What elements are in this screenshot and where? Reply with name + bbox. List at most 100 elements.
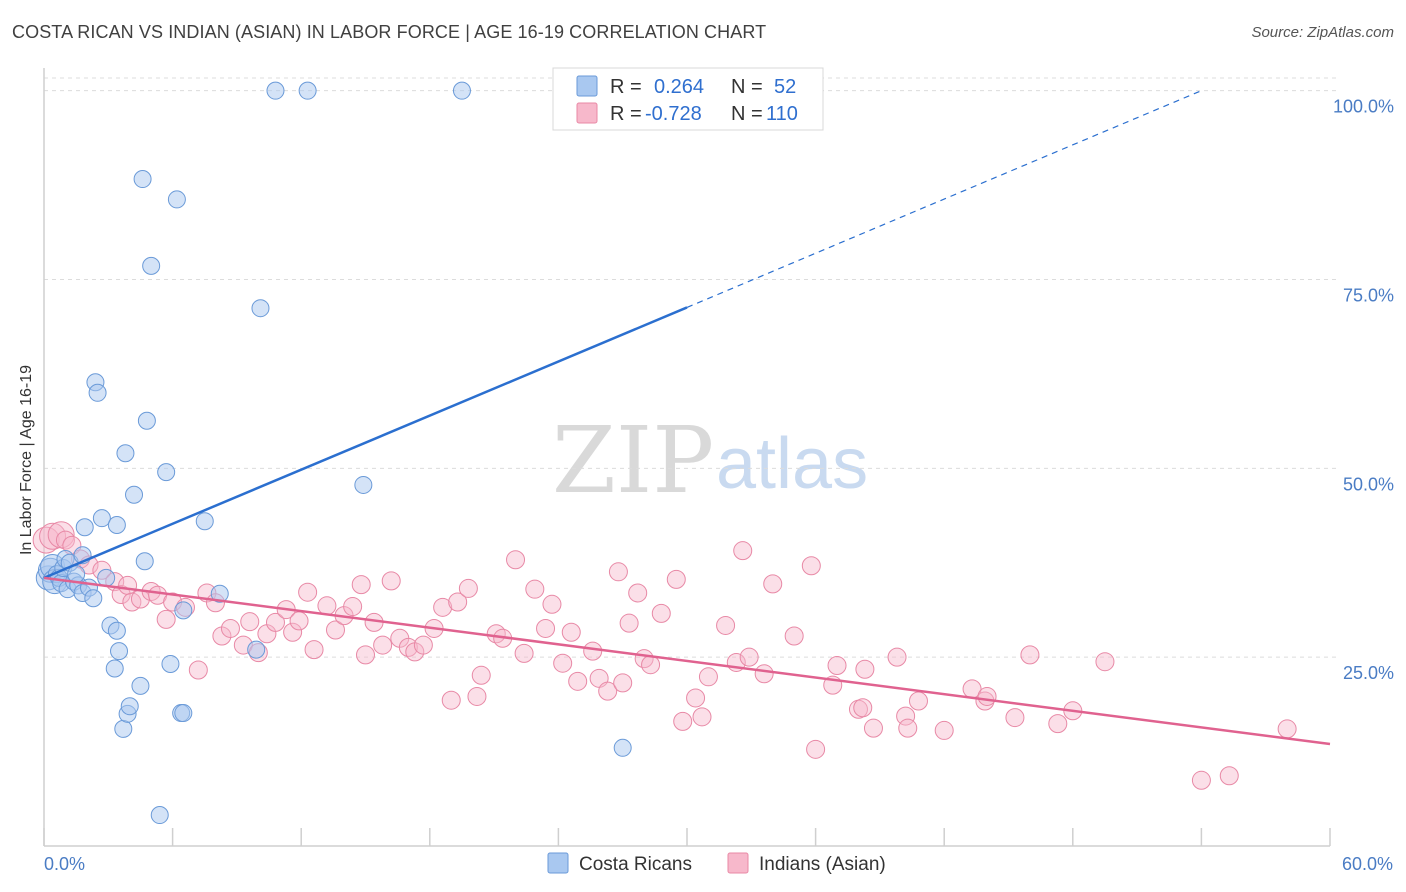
indian-point — [458, 578, 478, 598]
indian-point — [542, 594, 562, 614]
y-tick-label: 75.0% — [1343, 285, 1394, 305]
costa-point — [157, 463, 176, 482]
indian-point — [1219, 766, 1239, 786]
legend-n-value: 52 — [774, 76, 796, 98]
costa-point — [92, 509, 111, 528]
costa-point — [174, 601, 193, 620]
indian-point — [240, 612, 260, 632]
costa-point — [125, 485, 144, 504]
indian-point — [265, 612, 285, 632]
indian-point — [343, 597, 363, 617]
indian-point — [413, 635, 433, 655]
costa-point — [354, 475, 373, 494]
costa-point — [107, 515, 126, 534]
costa-point — [110, 642, 129, 661]
indian-point — [325, 620, 345, 640]
costa-point — [120, 697, 139, 716]
indian-point — [1277, 719, 1297, 739]
tick-labels: 25.0% 50.0% 75.0% 100.0% 0.0% 60.0% — [44, 97, 1394, 874]
legend-swatch-indian — [576, 102, 598, 124]
costa-point — [131, 676, 150, 695]
costa-point — [266, 81, 285, 100]
costa-point — [251, 299, 270, 318]
costa-point — [116, 444, 135, 463]
indian-point — [763, 574, 783, 594]
indian-point — [448, 592, 468, 612]
indian-point — [583, 641, 603, 661]
indian-point — [716, 615, 736, 635]
indian-point — [754, 664, 774, 684]
indian-point — [1191, 770, 1211, 790]
indian-point — [220, 618, 240, 638]
costa-point — [150, 806, 169, 825]
costa-point — [84, 589, 103, 608]
legend-n-label: N = — [731, 103, 763, 125]
indian-point — [863, 718, 883, 738]
indian-point — [666, 569, 686, 589]
indian-points — [32, 521, 1297, 790]
top-legend: R = 0.264 N = 52 R = -0.728 N = 110 — [552, 67, 824, 131]
bottom-legend: Costa Ricans Indians (Asian) — [547, 852, 886, 875]
gridlines — [43, 77, 1336, 846]
costa-point — [105, 659, 124, 678]
costa-point — [452, 81, 471, 100]
indian-point — [613, 673, 633, 693]
x-tick-label: 60.0% — [1342, 854, 1393, 874]
costa-points — [35, 81, 632, 825]
costa-point — [137, 411, 156, 430]
y-tick-label: 100.0% — [1333, 97, 1394, 117]
x-tick-label: 0.0% — [44, 854, 85, 874]
legend-box — [552, 67, 824, 131]
indian-point — [356, 645, 375, 665]
watermark-atlas: atlas — [716, 424, 868, 504]
indian-point — [317, 596, 337, 616]
costa-point — [88, 383, 107, 402]
indian-point — [568, 671, 588, 691]
indian-point — [39, 522, 67, 550]
indian-point — [283, 622, 303, 642]
indian-point — [553, 653, 573, 673]
indian-point — [619, 613, 639, 633]
indian-point — [536, 618, 556, 638]
indian-point — [373, 635, 393, 655]
legend-r-value: 0.264 — [654, 76, 704, 98]
indian-point — [514, 643, 534, 663]
indian-point — [525, 579, 545, 599]
legend-n-value: 110 — [766, 103, 798, 125]
bottom-legend-swatch-costa — [547, 852, 569, 874]
indian-point — [433, 597, 453, 617]
trend-lines — [43, 90, 1331, 746]
indian-point — [1020, 645, 1040, 665]
indian-point — [1095, 652, 1115, 672]
indian-point — [686, 688, 706, 708]
indian-point — [651, 603, 671, 623]
legend-r-value: -0.728 — [645, 103, 702, 125]
axes — [43, 68, 1330, 847]
indian-point — [673, 711, 693, 731]
indian-point — [598, 681, 618, 701]
costa-point — [174, 704, 193, 723]
costa-point — [298, 81, 317, 100]
indian-point — [801, 556, 821, 576]
source-credit: Source: ZipAtlas.com — [1251, 24, 1394, 41]
costa-trend-line — [43, 306, 688, 580]
costa-point — [107, 621, 126, 640]
legend-r-label: R = — [610, 103, 642, 125]
indian-point — [853, 698, 873, 718]
indian-point — [188, 660, 208, 680]
legend-n-label: N = — [731, 76, 763, 98]
costa-point — [247, 640, 266, 659]
indian-point — [641, 655, 661, 675]
bottom-legend-label-costa: Costa Ricans — [579, 854, 692, 875]
costa-point — [135, 552, 154, 571]
watermark-zip: ZIP — [552, 407, 714, 514]
indian-point — [351, 575, 371, 595]
costa-point — [210, 584, 229, 603]
indian-point — [608, 562, 628, 582]
legend-swatch-costa — [576, 75, 598, 97]
indian-point — [733, 541, 753, 561]
indian-point — [908, 691, 928, 711]
y-tick-label: 50.0% — [1343, 474, 1394, 494]
indian-point — [628, 583, 648, 603]
indian-point — [381, 571, 401, 591]
